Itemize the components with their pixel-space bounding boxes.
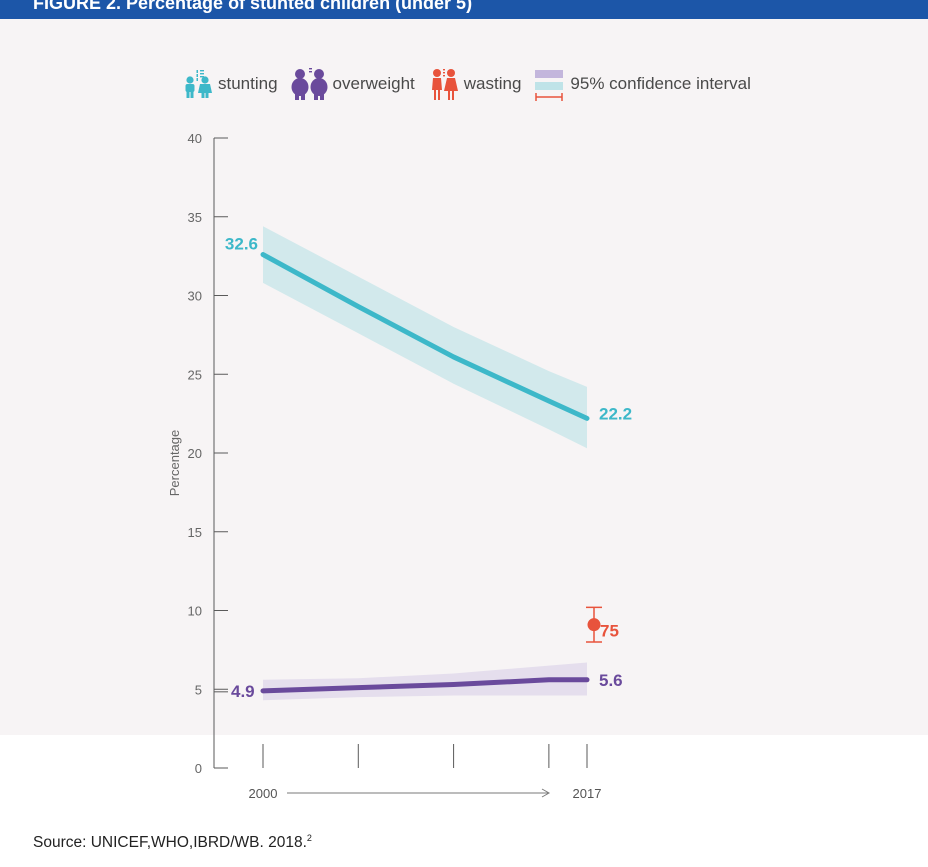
- legend-item-overweight: overweight: [290, 67, 415, 101]
- legend-item-wasting: wasting: [427, 67, 522, 101]
- y-tick-label: 5: [195, 682, 202, 697]
- data-labels: 32.6 22.2 4.9 5.6 75: [214, 235, 632, 701]
- y-tick-label: 0: [195, 761, 202, 776]
- stunting-start-label: 32.6: [225, 235, 258, 254]
- y-tick-label: 30: [188, 289, 202, 304]
- header-bar: FIGURE 2. Percentage of stunted children…: [0, 0, 928, 19]
- legend: stunting overweight: [181, 66, 763, 102]
- wasting-label: 75: [600, 622, 619, 641]
- wasting-children-icon: [431, 69, 458, 100]
- y-tick-label: 35: [188, 210, 202, 225]
- y-tick-label: 15: [188, 525, 202, 540]
- x-tick-label: 2000: [249, 786, 278, 801]
- legend-item-stunting: stunting: [181, 69, 278, 99]
- overweight-confidence-band: [263, 662, 587, 701]
- children-height-icon: [185, 70, 212, 98]
- confidence-bands: [263, 226, 587, 701]
- y-tick-label: 25: [188, 367, 202, 382]
- line-chart: 0 5 10 15 20 25 30 35 40 Percentage 2000 2017 32.6 2…: [167, 131, 632, 801]
- stunting-line: [260, 252, 590, 421]
- wasting-point: [587, 618, 601, 632]
- stunting-end-label: 22.2: [599, 404, 632, 423]
- legend-label-overweight: overweight: [332, 74, 415, 93]
- y-tick-label: 40: [188, 131, 202, 146]
- source-note: Source: UNICEF,WHO,IBRD/WB. 2018.2: [33, 833, 312, 852]
- x-arrow-head: [541, 788, 551, 798]
- overweight-start-label: 4.9: [231, 682, 255, 701]
- figure-title: FIGURE 2. Percentage of stunted children…: [33, 0, 473, 13]
- y-tick-label: 10: [188, 604, 202, 619]
- confidence-interval-swatch-icon: [535, 70, 564, 101]
- legend-label-ci: 95% confidence interval: [570, 74, 751, 93]
- series-lines: [260, 252, 602, 694]
- y-tick-label: 20: [188, 446, 202, 461]
- axes: 0 5 10 15 20 25 30 35 40 Percentage 2000 2017: [167, 131, 601, 801]
- overweight-children-icon: [291, 68, 328, 100]
- overweight-end-label: 5.6: [599, 671, 623, 690]
- source-footnote: 2: [306, 833, 312, 843]
- legend-label-stunting: stunting: [218, 74, 278, 93]
- overweight-line: [260, 677, 590, 694]
- source-text: Source: UNICEF,WHO,IBRD/WB. 2018.: [33, 834, 307, 852]
- stunting-confidence-band: [263, 226, 587, 449]
- x-tick-label: 2017: [573, 786, 602, 801]
- legend-label-wasting: wasting: [463, 74, 522, 93]
- legend-item-ci: 95% confidence interval: [533, 66, 751, 102]
- y-axis-label: Percentage: [167, 430, 182, 497]
